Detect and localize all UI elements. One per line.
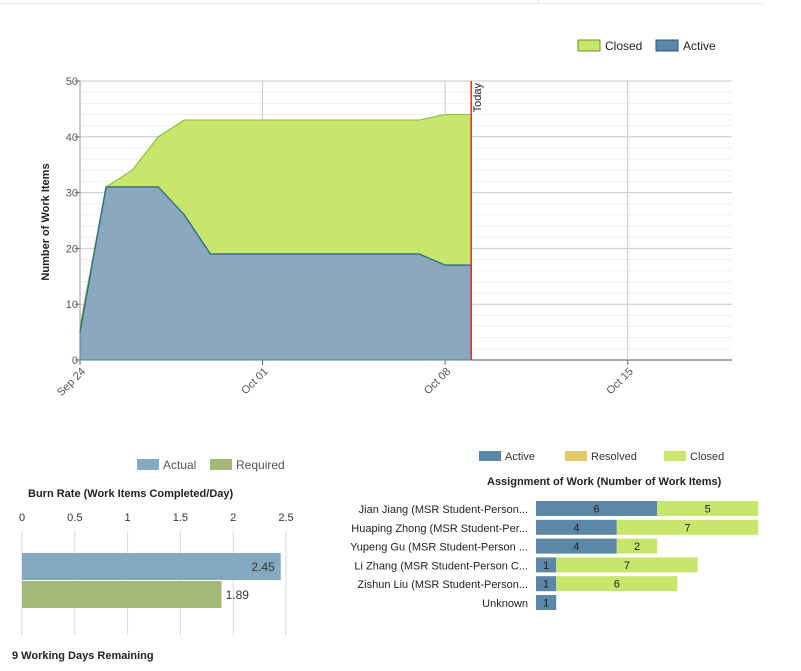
assignment-bar-value: 1 (543, 560, 549, 572)
x-tick-label: Sep 24 (55, 366, 88, 399)
assignment-bar-value: 4 (573, 541, 579, 553)
burn-rate-chart: Actual Required Burn Rate (Work Items Comp… (19, 458, 294, 635)
legend-swatch-required (210, 459, 232, 470)
x-tick-label: 2.5 (278, 512, 293, 524)
assignment-bar-closed (556, 576, 678, 592)
y-tick-label: 40 (66, 132, 78, 144)
assignment-bar-value: 7 (684, 522, 690, 534)
today-label: Today (472, 83, 484, 113)
burn-bar-actual (22, 553, 281, 580)
y-tick-label: 50 (66, 76, 78, 88)
legend-swatch-closed (664, 451, 686, 461)
top-divider (0, 3, 763, 4)
x-tick-label: 2 (230, 512, 236, 524)
burn-rate-title: Burn Rate (Work Items Completed/Day) (28, 488, 234, 500)
legend-label-active: Active (505, 451, 535, 463)
assignment-bar-closed (556, 557, 698, 573)
assignment-bar-active (536, 538, 617, 554)
assignment-bar-active (536, 519, 617, 535)
y-tick-label: 0 (72, 355, 78, 367)
y-tick-label: 20 (66, 243, 78, 255)
assignee-label: Unknown (482, 598, 528, 610)
series-closed-line (79, 113, 472, 327)
legend-swatch-closed (577, 39, 601, 52)
assignment-bar-value: 1 (543, 579, 549, 591)
assignment-bar-active (536, 557, 557, 573)
x-tick-label: 1 (125, 512, 131, 524)
burn-bar-value-actual: 2.45 (251, 560, 275, 574)
legend-swatch-active (655, 39, 679, 52)
assignment-bar-active (536, 595, 557, 610)
legend-label-required: Required (236, 458, 285, 472)
y-tick-label: 10 (66, 299, 78, 311)
x-tick-label: Oct 01 (239, 366, 270, 397)
legend-label-active: Active (683, 39, 716, 53)
legend-label-resolved: Resolved (591, 451, 637, 463)
assignment-bar-value: 6 (614, 579, 620, 591)
legend-label-closed: Closed (690, 451, 724, 463)
legend-label-closed: Closed (605, 39, 642, 53)
assignment-bar-value: 7 (624, 560, 630, 572)
assignee-label: Li Zhang (MSR Student-Person C... (354, 560, 528, 572)
x-tick-label: Oct 08 (422, 366, 453, 397)
assignment-bar-value: 5 (705, 504, 711, 516)
assignee-label: Huaping Zhong (MSR Student-Per... (351, 523, 528, 535)
x-tick-label: 1.5 (173, 512, 188, 524)
legend-swatch-actual (137, 459, 159, 470)
work-item-trend-chart: 0 10 20 30 40 50 Today Sep 24 Oct 01 Oct 08 Oct 15… (40, 39, 732, 399)
assignment-title: Assignment of Work (Number of Work Items… (487, 476, 722, 488)
x-tick-label: Oct 15 (604, 366, 635, 397)
legend-label-actual: Actual (163, 458, 196, 472)
series-active-line (79, 186, 472, 333)
x-tick-label: 0.5 (67, 512, 82, 524)
assignment-bar-active (536, 576, 557, 592)
assignment-bar-closed (657, 501, 759, 516)
working-days-remaining: 9 Working Days Remaining (12, 650, 154, 662)
assignee-label: Yupeng Gu (MSR Student-Person ... (350, 542, 528, 554)
y-tick-label: 30 (66, 188, 78, 200)
assignment-bar-closed (616, 519, 759, 535)
assignment-bar-value: 2 (634, 541, 640, 553)
legend-swatch-resolved (565, 451, 587, 461)
assignment-bar-active (536, 501, 658, 516)
assignment-bar-value: 6 (594, 504, 600, 516)
x-tick-label: 0 (19, 512, 25, 524)
assignment-bar-closed (616, 538, 658, 554)
y-axis-label: Number of Work Items (40, 163, 52, 280)
assignee-label: Zishun Liu (MSR Student-Person... (357, 579, 528, 591)
assignment-bar-value: 1 (543, 598, 549, 610)
burn-bar-required (22, 581, 222, 608)
assignment-of-work-chart: Active Resolved Closed Assignment of Work (… (350, 451, 759, 610)
assignment-bar-value: 4 (573, 522, 579, 534)
legend-swatch-active (479, 451, 501, 461)
top-divider-tick (538, 0, 539, 4)
assignee-label: Jian Jiang (MSR Student-Person... (359, 504, 528, 516)
burn-bar-value-required: 1.89 (226, 588, 250, 602)
